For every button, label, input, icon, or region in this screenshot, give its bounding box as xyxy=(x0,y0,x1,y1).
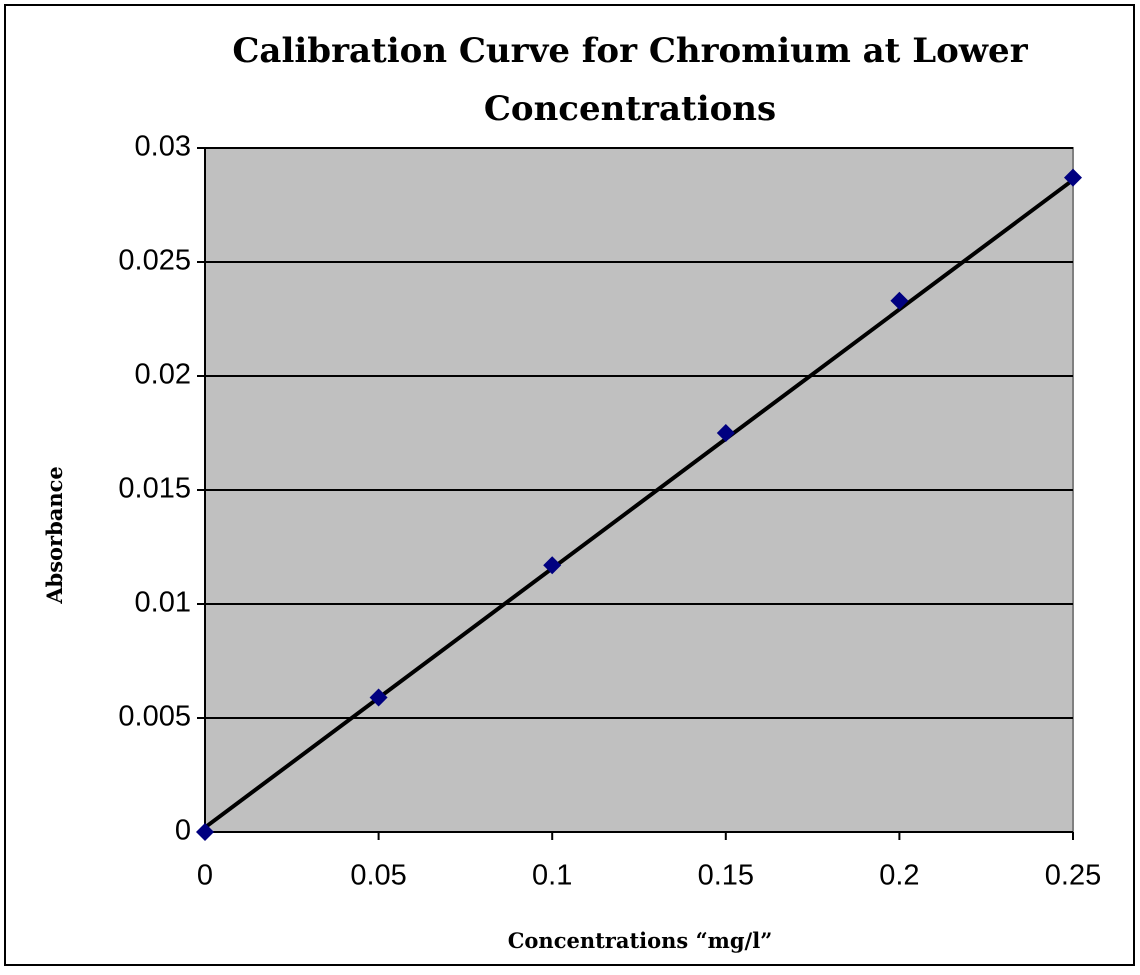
x-axis-label: Concentrations “mg/l” xyxy=(508,928,773,953)
y-tick-label: 0 xyxy=(175,815,191,847)
x-tick-label: 0 xyxy=(197,860,213,892)
y-tick-label: 0.025 xyxy=(118,245,191,277)
x-tick-label: 0.2 xyxy=(879,860,919,892)
data-point xyxy=(1064,168,1082,187)
x-tick-label: 0.05 xyxy=(350,860,406,892)
y-tick-label: 0.02 xyxy=(135,359,191,391)
y-axis-label: Absorbance xyxy=(42,466,67,605)
chart-title: Calibration Curve for Chromium at Lower … xyxy=(232,31,1028,129)
y-tick-label: 0.015 xyxy=(118,473,191,505)
x-tick-label: 0.25 xyxy=(1045,860,1101,892)
x-tick-label: 0.15 xyxy=(698,860,754,892)
data-point xyxy=(890,291,909,310)
y-tick-label: 0.005 xyxy=(118,701,191,733)
data-point xyxy=(369,688,388,707)
y-tick-label: 0.03 xyxy=(135,131,191,163)
data-point xyxy=(543,556,562,575)
trendline xyxy=(203,178,1075,830)
data-point xyxy=(196,823,214,841)
data-point xyxy=(716,424,735,442)
x-tick-label: 0.1 xyxy=(532,860,572,892)
y-tick-label: 0.01 xyxy=(135,587,191,619)
